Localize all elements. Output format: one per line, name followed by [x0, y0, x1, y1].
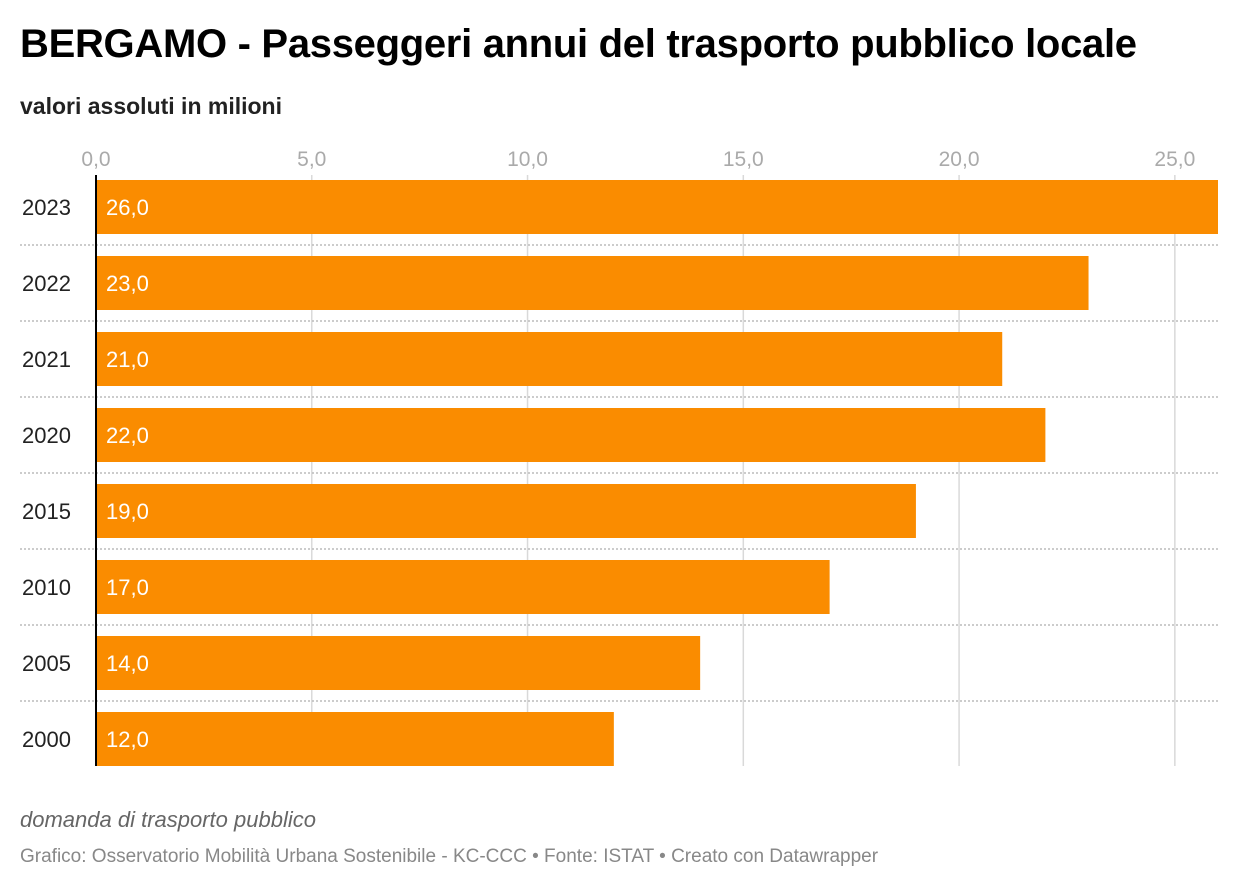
x-tick-label: 5,0 — [297, 148, 326, 171]
bar-value-label: 26,0 — [106, 195, 149, 220]
y-category-label: 2020 — [22, 423, 71, 448]
y-category-label: 2022 — [22, 271, 71, 296]
bar — [96, 484, 916, 538]
bar-value-label: 22,0 — [106, 423, 149, 448]
bar — [96, 180, 1218, 234]
bar-value-label: 23,0 — [106, 271, 149, 296]
y-category-label: 2010 — [22, 575, 71, 600]
bar — [96, 636, 701, 690]
chart-credits: Grafico: Osservatorio Mobilità Urbana So… — [20, 846, 879, 867]
bar-value-label: 14,0 — [106, 651, 149, 676]
bar — [96, 408, 1046, 462]
bar-value-label: 21,0 — [106, 347, 149, 372]
y-category-label: 2015 — [22, 499, 71, 524]
y-category-label: 2000 — [22, 727, 71, 752]
chart-note: domanda di trasporto pubblico — [20, 807, 316, 832]
x-tick-label: 20,0 — [939, 148, 980, 171]
y-category-label: 2021 — [22, 347, 71, 372]
bar — [96, 332, 1003, 386]
y-category-label: 2005 — [22, 651, 71, 676]
x-tick-label: 10,0 — [507, 148, 548, 171]
bar-value-label: 17,0 — [106, 575, 149, 600]
bar — [96, 256, 1089, 310]
bar-value-label: 19,0 — [106, 499, 149, 524]
bar-chart: 0,0 5,0 10,0 15,0 20,0 25,0 2023 26,0 2022 23,0 20… — [20, 148, 1218, 766]
chart-title: BERGAMO - Passeggeri annui del trasporto… — [20, 22, 1137, 66]
x-tick-label: 0,0 — [81, 148, 110, 171]
x-tick-label: 25,0 — [1154, 148, 1195, 171]
y-category-label: 2023 — [22, 195, 71, 220]
bar — [96, 560, 830, 614]
bar-value-label: 12,0 — [106, 727, 149, 752]
chart-subtitle: valori assoluti in milioni — [20, 93, 282, 119]
x-tick-label: 15,0 — [723, 148, 764, 171]
bar — [96, 712, 614, 766]
